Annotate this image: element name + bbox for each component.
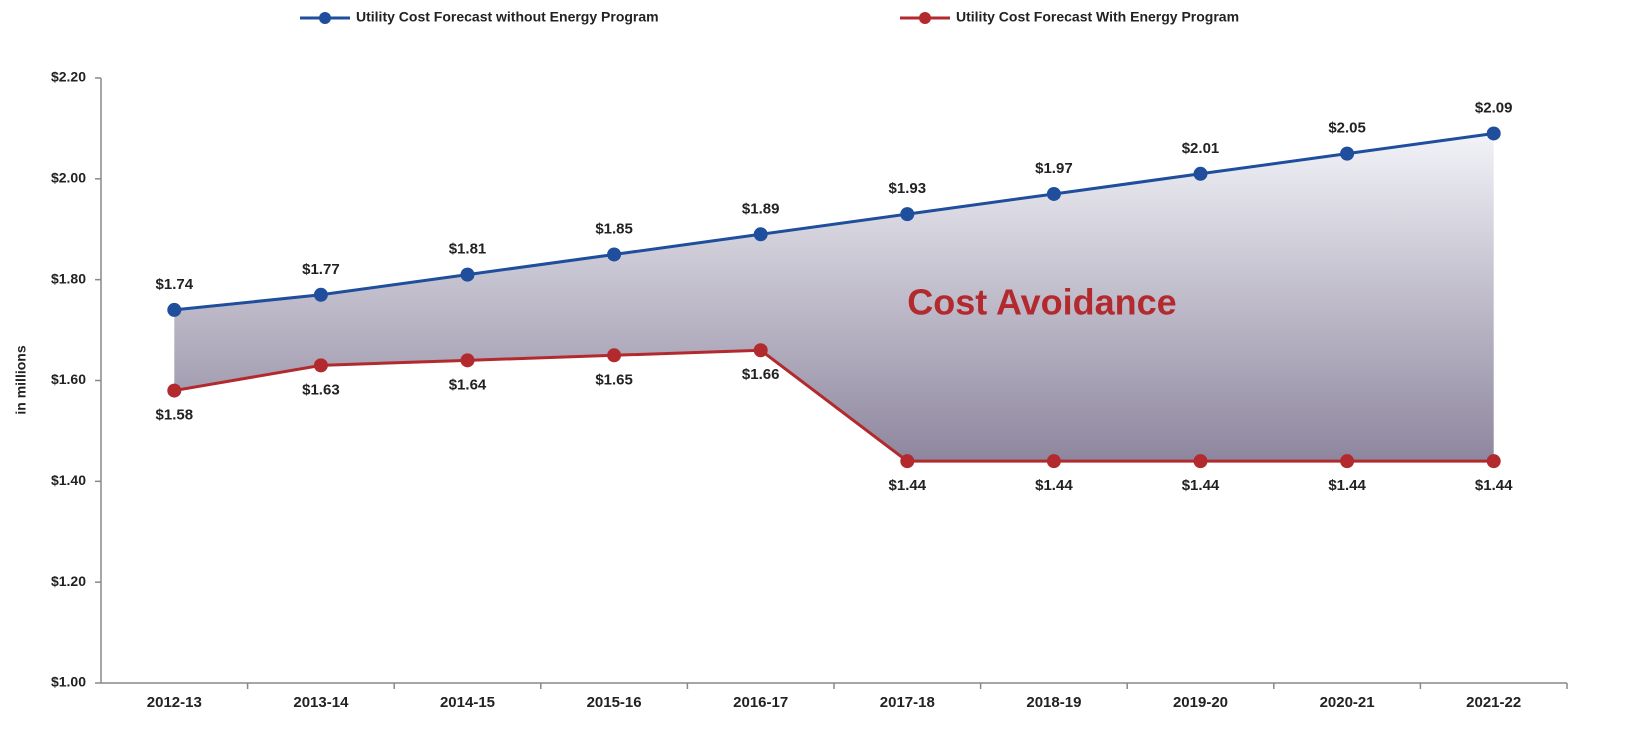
point — [1193, 166, 1208, 181]
data-label: $1.77 — [302, 261, 340, 278]
y-axis-label: in millions — [13, 345, 29, 414]
y-tick-label: $1.00 — [51, 674, 86, 690]
data-label: $1.93 — [889, 180, 927, 197]
x-tick-label: 2020-21 — [1320, 694, 1375, 711]
line — [174, 348, 1494, 463]
point — [1486, 454, 1501, 469]
data-label: $1.74 — [156, 276, 194, 293]
legend-label: Utility Cost Forecast With Energy Progra… — [956, 9, 1239, 25]
x-tick-label: 2018-19 — [1026, 694, 1081, 711]
data-label: $1.44 — [1035, 477, 1073, 494]
point — [167, 383, 182, 398]
y-tick-label: $1.20 — [51, 573, 86, 589]
point — [900, 454, 915, 469]
data-label: $1.64 — [449, 376, 487, 393]
data-label: $1.66 — [742, 366, 780, 383]
point — [1340, 146, 1355, 161]
data-label: $1.44 — [1475, 477, 1513, 494]
data-label: $1.97 — [1035, 160, 1073, 177]
point — [607, 247, 622, 262]
point — [460, 267, 475, 282]
x-tick-label: 2015-16 — [587, 694, 642, 711]
data-label: $1.85 — [595, 220, 633, 237]
data-label: $1.89 — [742, 200, 780, 217]
point — [460, 353, 475, 368]
data-label: $1.63 — [302, 381, 340, 398]
data-label: $1.44 — [1328, 477, 1366, 494]
line — [174, 131, 1494, 312]
y-tick-label: $1.60 — [51, 371, 86, 387]
annotation: Cost Avoidance — [907, 282, 1176, 323]
point — [753, 343, 768, 358]
data-label: $1.44 — [889, 477, 927, 494]
x-tick-label: 2017-18 — [880, 694, 935, 711]
legend-label: Utility Cost Forecast without Energy Pro… — [356, 9, 659, 25]
legend-marker — [319, 12, 331, 24]
x-tick-label: 2019-20 — [1173, 694, 1228, 711]
x-tick-label: 2013-14 — [293, 694, 349, 711]
data-label: $2.09 — [1475, 99, 1513, 116]
y-tick-label: $1.40 — [51, 472, 86, 488]
x-tick-label: 2014-15 — [440, 694, 495, 711]
point — [753, 227, 768, 242]
data-label: $1.81 — [449, 241, 487, 258]
point — [607, 348, 622, 363]
data-label: $1.58 — [156, 407, 194, 424]
point — [1486, 126, 1501, 141]
point — [1046, 454, 1061, 469]
point — [1046, 186, 1061, 201]
y-tick-label: $2.20 — [51, 69, 86, 85]
data-label: $2.01 — [1182, 140, 1220, 157]
fill-area — [174, 133, 1494, 462]
legend-marker — [919, 12, 931, 24]
point — [900, 207, 915, 222]
y-tick-label: $2.00 — [51, 170, 86, 186]
x-tick-label: 2016-17 — [733, 694, 788, 711]
point — [313, 287, 328, 302]
data-label: $2.05 — [1328, 120, 1366, 137]
data-label: $1.65 — [595, 371, 633, 388]
point — [1193, 454, 1208, 469]
x-tick-label: 2012-13 — [147, 694, 202, 711]
y-tick-label: $1.80 — [51, 270, 86, 286]
x-tick-label: 2021-22 — [1466, 694, 1521, 711]
point — [1340, 454, 1355, 469]
point — [313, 358, 328, 373]
point — [167, 302, 182, 317]
data-label: $1.44 — [1182, 477, 1220, 494]
